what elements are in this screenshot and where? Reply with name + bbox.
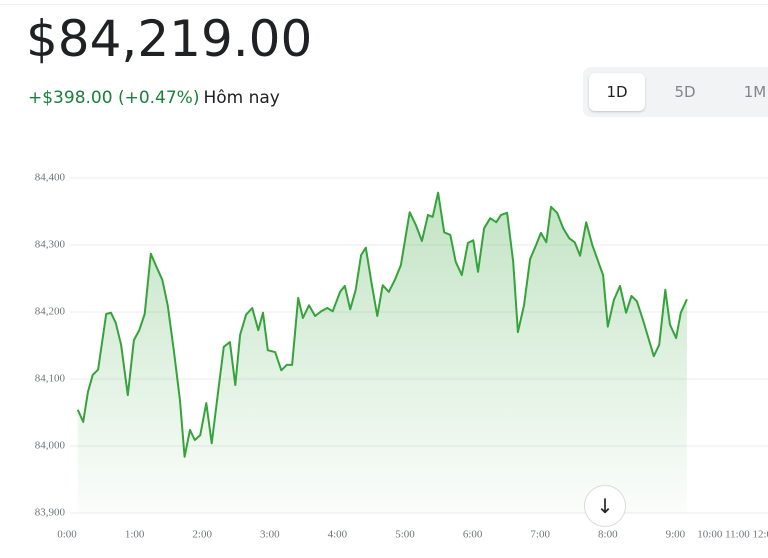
x-tick-label: 8:00 [598, 529, 618, 541]
x-tick-label: 5:00 [395, 529, 415, 541]
x-tick-label: 3:00 [260, 529, 280, 541]
y-tick-label: 84,200 [35, 306, 66, 318]
y-tick-label: 84,000 [35, 440, 66, 452]
y-tick-label: 84,300 [35, 239, 66, 251]
x-tick-label: 6:00 [463, 529, 483, 541]
top-divider [0, 4, 768, 5]
tab[interactable]: 1D [589, 73, 645, 111]
y-tick-label: 84,100 [35, 373, 66, 385]
x-tick-label: 0:00 [57, 529, 77, 541]
tab[interactable]: 1M [743, 83, 767, 101]
y-tick-label: 83,900 [35, 507, 66, 519]
tab[interactable]: 5D [674, 83, 696, 101]
line [76, 191, 688, 458]
x-tick-label: 4:00 [328, 529, 348, 541]
scroll-down-button[interactable]: ↓ [584, 485, 626, 527]
x-tick-label: 10:00 [697, 529, 723, 541]
area [77, 192, 687, 513]
change: +$398.00 (+0.47%) [28, 88, 200, 108]
y-tick-label: 84,400 [35, 172, 66, 184]
x-tick-label: 2:00 [192, 529, 212, 541]
x-tick-label: 7:00 [530, 529, 550, 541]
price: $84,219.00 [26, 10, 313, 68]
x-tick-label: 12:00 [752, 529, 768, 541]
x-tick-label: 9:00 [666, 529, 686, 541]
x-tick-label: 1:00 [125, 529, 145, 541]
range-tabs: 1D 5D 1M [583, 67, 768, 117]
change-row: +$398.00 (+0.47%) Hôm nay [28, 88, 280, 108]
period: Hôm nay [203, 88, 280, 108]
x-tick-label: 11:00 [725, 529, 750, 541]
